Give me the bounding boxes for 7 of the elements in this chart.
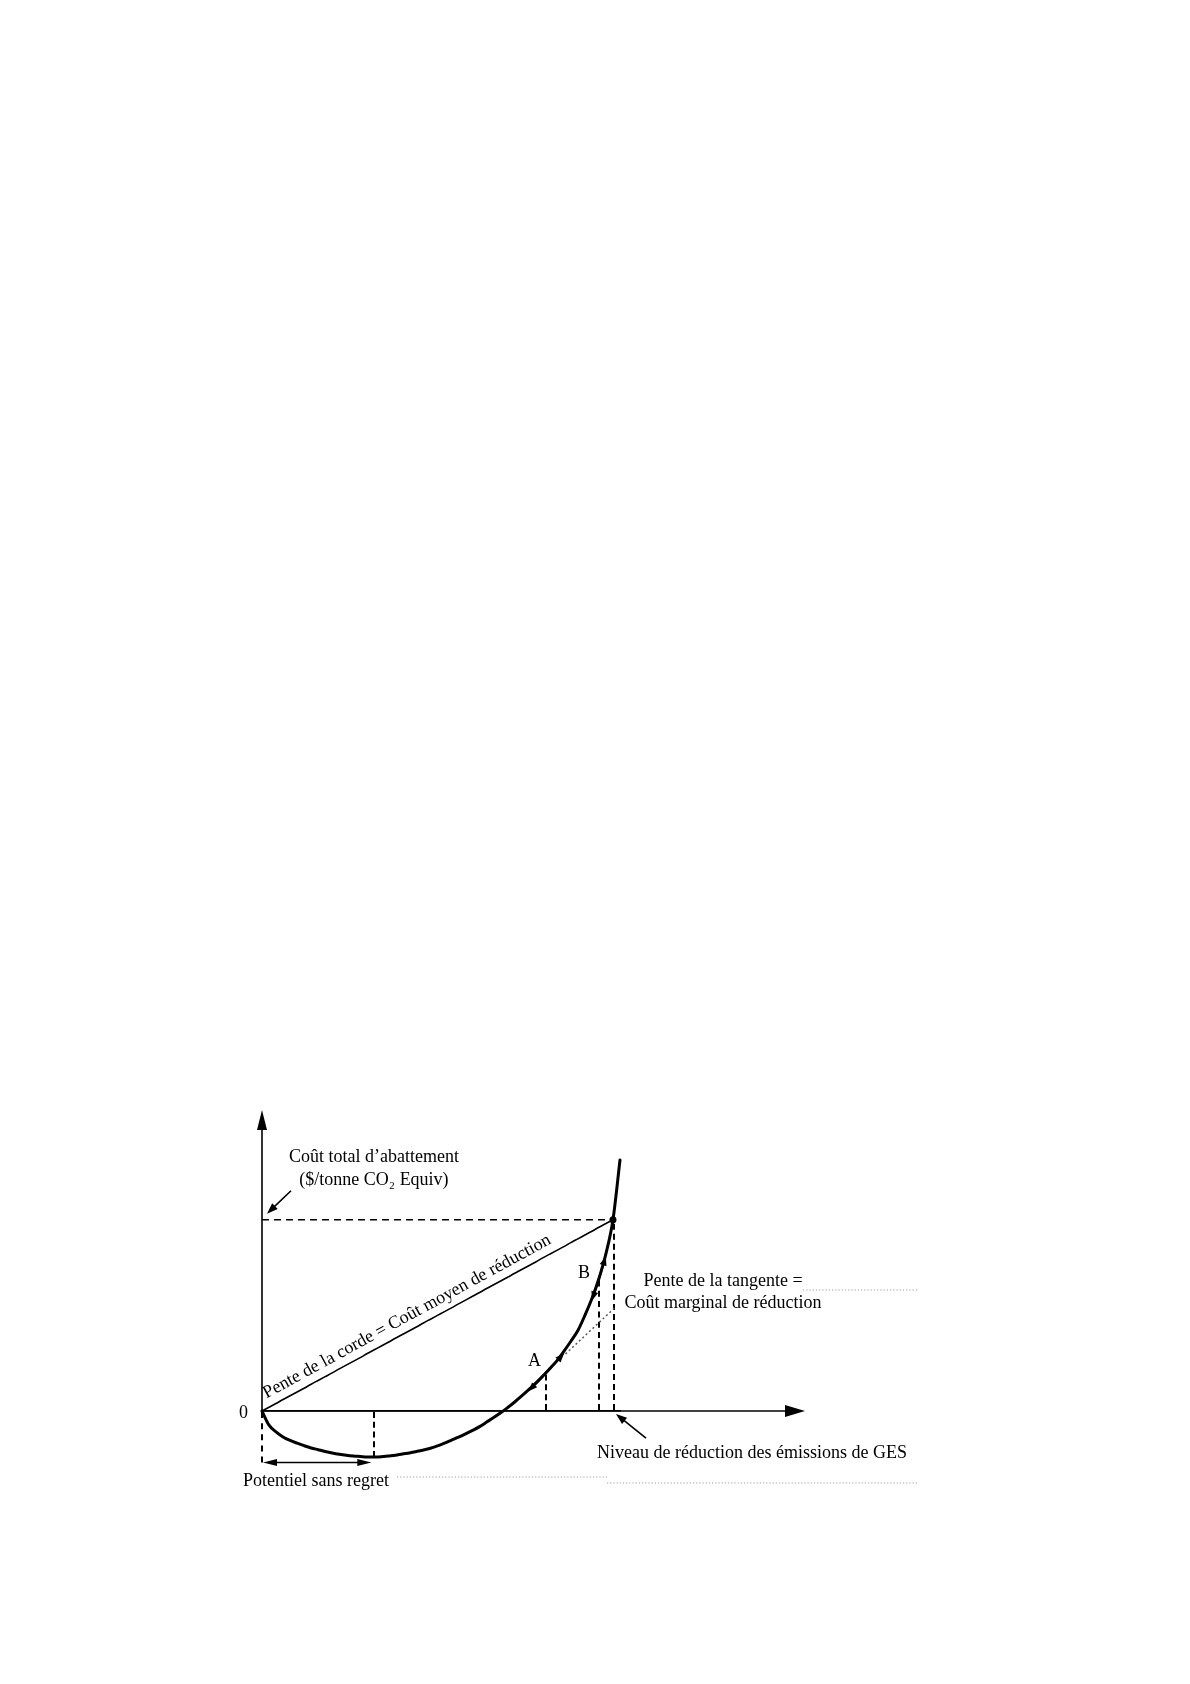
text: Potentiel sans regret xyxy=(243,1469,389,1491)
x-axis-title: Niveau de réduction des émissions de GES xyxy=(597,1441,907,1463)
text: 0 xyxy=(238,1401,248,1423)
text: Pente de la tangente = Coût marginal de réduction xyxy=(624,1269,822,1313)
y-axis-title: Coût total d’abattement ($/tonne CO₂ Equiv) xyxy=(288,1145,460,1191)
annotation: B xyxy=(578,1261,591,1283)
annotation: A xyxy=(528,1349,541,1371)
